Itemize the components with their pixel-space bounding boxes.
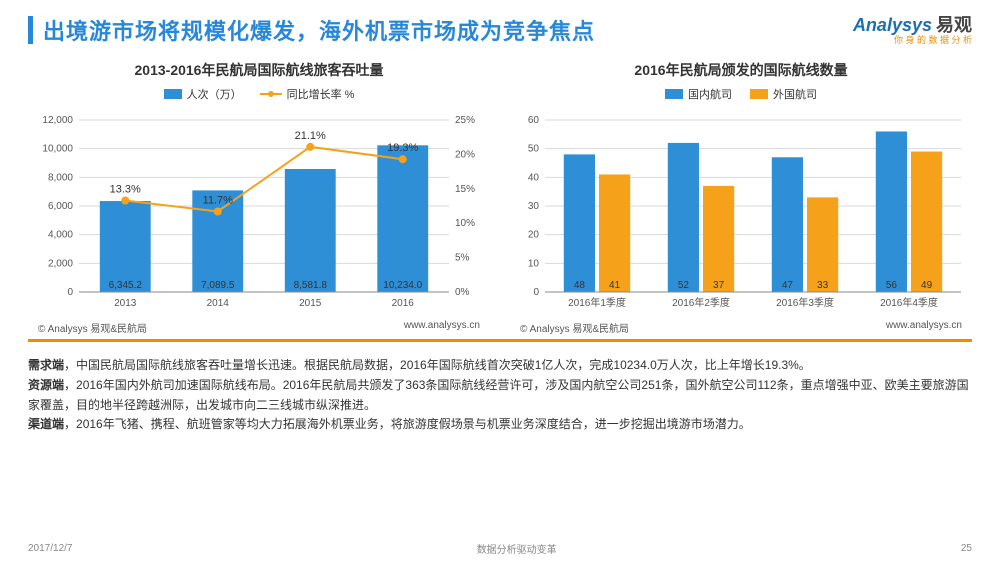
svg-text:2,000: 2,000: [48, 258, 73, 269]
svg-text:8,000: 8,000: [48, 172, 73, 183]
svg-text:10,234.0: 10,234.0: [383, 280, 422, 291]
svg-text:8,581.8: 8,581.8: [294, 280, 328, 291]
legend-swatch-b: [750, 89, 768, 99]
svg-text:41: 41: [609, 280, 621, 291]
paragraph-2: 资源端，2016年国内外航司加速国际航线布局。2016年民航局共颁发了363条国…: [28, 376, 972, 416]
svg-text:20: 20: [528, 230, 540, 241]
svg-text:2014: 2014: [207, 298, 230, 309]
chart1-legend-line-label: 同比增长率 %: [287, 86, 355, 102]
legend-swatch-a: [665, 89, 683, 99]
divider-bar: [28, 339, 972, 342]
svg-text:30: 30: [528, 201, 540, 212]
svg-text:10: 10: [528, 258, 540, 269]
chart1-legend-bar-label: 人次（万）: [187, 86, 242, 102]
svg-text:0: 0: [533, 287, 539, 298]
p3-text: ，2016年飞猪、携程、航班管家等均大力拓展海外机票业务，将旅游度假场景与机票业…: [64, 417, 751, 431]
svg-text:52: 52: [678, 280, 690, 291]
svg-text:21.1%: 21.1%: [295, 130, 326, 142]
svg-text:13.3%: 13.3%: [110, 183, 141, 195]
svg-text:10%: 10%: [455, 218, 475, 229]
p1-label: 需求端: [28, 358, 64, 372]
brand-logo: Analysys易观 你 身 的 数 据 分 析: [853, 16, 972, 45]
chart1-svg: 0 2,000 4,000 6,000 8,000 10,000 12,000 0% 5% 10%…: [29, 106, 489, 316]
p2-text: ，2016年国内外航司加速国际航线布局。2016年民航局共颁发了363条国际航线…: [28, 378, 969, 412]
svg-text:4,000: 4,000: [48, 230, 73, 241]
svg-text:7,089.5: 7,089.5: [201, 280, 235, 291]
p1-text: ，中国民航局国际航线旅客吞吐量增长迅速。根据民航局数据，2016年国际航线首次突…: [64, 358, 811, 372]
p2-label: 资源端: [28, 378, 64, 392]
chart1-title: 2013-2016年民航局国际航线旅客吞吐量: [135, 60, 384, 80]
chart1-source-left: © Analysys 易观&民航局: [38, 320, 147, 335]
legend-swatch-bar: [164, 89, 182, 99]
svg-text:47: 47: [782, 280, 794, 291]
chart2-legend-a-label: 国内航司: [688, 86, 732, 102]
footer-page: 25: [961, 543, 972, 554]
svg-text:2016年2季度: 2016年2季度: [672, 296, 730, 309]
chart1-legend: 人次（万） 同比增长率 %: [164, 86, 355, 102]
svg-text:49: 49: [921, 280, 933, 291]
svg-text:50: 50: [528, 144, 540, 155]
slide-title: 出境游市场将规模化爆发，海外机票市场成为竞争焦点: [43, 14, 595, 46]
svg-text:6,000: 6,000: [48, 201, 73, 212]
svg-text:2015: 2015: [299, 298, 322, 309]
svg-text:25%: 25%: [455, 115, 475, 126]
chart1-panel: 2013-2016年民航局国际航线旅客吞吐量 人次（万） 同比增长率 % 0 2,…: [28, 60, 490, 335]
svg-text:5%: 5%: [455, 253, 470, 264]
title-accent-bar: [28, 16, 33, 44]
chart2-footer: © Analysys 易观&民航局 www.analysys.cn: [510, 316, 972, 335]
charts-row: 2013-2016年民航局国际航线旅客吞吐量 人次（万） 同比增长率 % 0 2,…: [0, 54, 1000, 339]
logo-cn: 易观: [936, 15, 972, 35]
paragraph-3: 渠道端，2016年飞猪、携程、航班管家等均大力拓展海外机票业务，将旅游度假场景与…: [28, 415, 972, 435]
paragraph-1: 需求端，中国民航局国际航线旅客吞吐量增长迅速。根据民航局数据，2016年国际航线…: [28, 356, 972, 376]
logo-subtitle: 你 身 的 数 据 分 析: [853, 36, 972, 45]
svg-text:2013: 2013: [114, 298, 137, 309]
chart2-legend-b-label: 外国航司: [773, 86, 817, 102]
svg-text:56: 56: [886, 280, 898, 291]
logo-en: Analysys: [853, 15, 932, 35]
chart1-legend-bar: 人次（万）: [164, 86, 242, 102]
svg-text:60: 60: [528, 115, 540, 126]
chart2-legend-b: 外国航司: [750, 86, 817, 102]
chart2-title: 2016年民航局颁发的国际航线数量: [634, 60, 847, 80]
svg-text:6,345.2: 6,345.2: [109, 280, 143, 291]
chart2-legend: 国内航司 外国航司: [665, 86, 817, 102]
svg-text:20%: 20%: [455, 149, 475, 160]
chart1-source-right: www.analysys.cn: [404, 320, 480, 335]
svg-text:19.3%: 19.3%: [387, 142, 418, 154]
slide-footer: 2017/12/7 数据分析驱动变革 25: [0, 541, 1000, 556]
chart2-source-left: © Analysys 易观&民航局: [520, 320, 629, 335]
chart2-svg: 0 10 20 30 40 50 60 48 41 2016年1季度 52 37 2016年2季度 47 3…: [511, 106, 971, 316]
svg-text:15%: 15%: [455, 184, 475, 195]
svg-text:0: 0: [67, 287, 73, 298]
svg-text:2016: 2016: [392, 298, 415, 309]
p3-label: 渠道端: [28, 417, 64, 431]
chart2-legend-a: 国内航司: [665, 86, 732, 102]
title-wrap: 出境游市场将规模化爆发，海外机票市场成为竞争焦点: [28, 14, 595, 46]
svg-text:11.7%: 11.7%: [203, 195, 234, 207]
svg-text:12,000: 12,000: [42, 115, 73, 126]
svg-text:2016年3季度: 2016年3季度: [776, 296, 834, 309]
legend-swatch-line: [260, 89, 282, 99]
svg-text:33: 33: [817, 280, 829, 291]
chart2-source-right: www.analysys.cn: [886, 320, 962, 335]
svg-text:10,000: 10,000: [42, 144, 73, 155]
slide-header: 出境游市场将规模化爆发，海外机票市场成为竞争焦点 Analysys易观 你 身 …: [0, 0, 1000, 54]
svg-text:40: 40: [528, 172, 540, 183]
svg-text:48: 48: [574, 280, 586, 291]
footer-date: 2017/12/7: [28, 543, 73, 554]
body-text: 需求端，中国民航局国际航线旅客吞吐量增长迅速。根据民航局数据，2016年国际航线…: [0, 348, 1000, 435]
chart1-footer: © Analysys 易观&民航局 www.analysys.cn: [28, 316, 490, 335]
chart1-legend-line: 同比增长率 %: [260, 86, 355, 102]
svg-text:0%: 0%: [455, 287, 470, 298]
svg-text:2016年4季度: 2016年4季度: [880, 296, 938, 309]
logo-main: Analysys易观: [853, 16, 972, 34]
footer-center: 数据分析驱动变革: [477, 541, 557, 556]
svg-text:37: 37: [713, 280, 725, 291]
svg-text:2016年1季度: 2016年1季度: [568, 296, 626, 309]
chart2-panel: 2016年民航局颁发的国际航线数量 国内航司 外国航司 0 10 20 30 40 50 6…: [510, 60, 972, 335]
